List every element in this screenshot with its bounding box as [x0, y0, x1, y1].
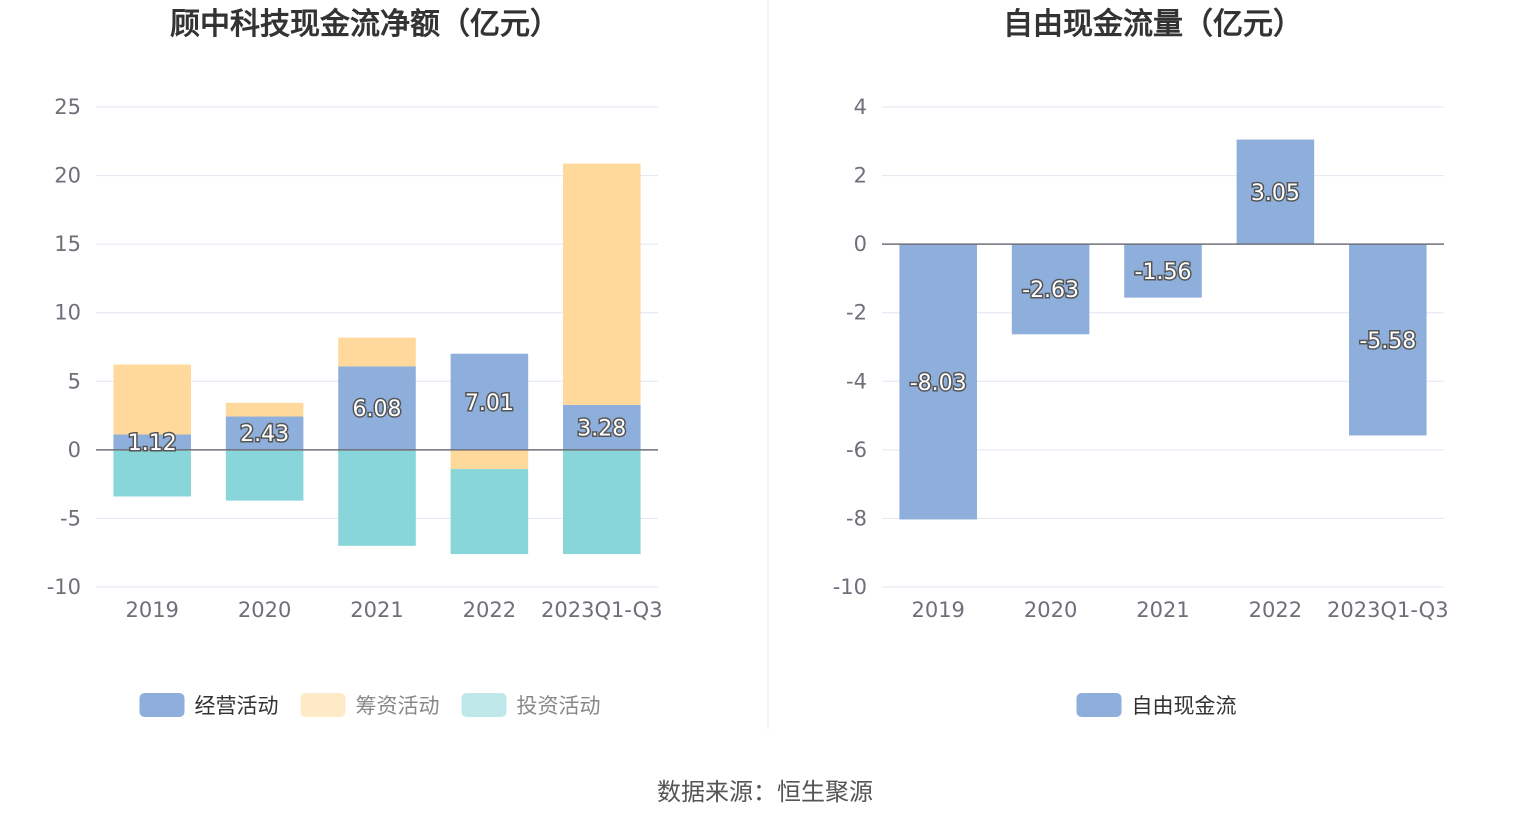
y-tick-label: 25	[54, 95, 81, 119]
bar-0-1-0	[113, 364, 191, 435]
y-tick-label: 2	[854, 164, 867, 188]
x-tick-label: 2020	[238, 598, 291, 622]
y-tick-label: 5	[68, 369, 81, 393]
bar-0-0-1	[225, 416, 304, 450]
legend-item-0-0[interactable]: 经营活动	[139, 693, 279, 718]
y-tick-label: -4	[846, 369, 867, 393]
cash-flow-net-chart: 顾中科技现金流净额（亿元） 25 20 15 10 5 0 -5 -10 2019 2020 2021…	[47, 7, 663, 718]
data-label: 7.01	[465, 391, 514, 416]
legend-swatch	[461, 693, 507, 717]
legend-item-1-0[interactable]: 自由现金流	[1076, 693, 1237, 718]
bar-0-0-0	[113, 434, 191, 450]
x-tick-label: 2023Q1-Q3	[541, 598, 663, 622]
bar-0-2-2	[338, 449, 416, 546]
legend-swatch	[139, 693, 185, 717]
bar-0-2-3	[450, 469, 529, 555]
y-tick-label: 0	[854, 232, 867, 256]
bar-1-0-4	[1349, 244, 1427, 436]
data-label: -5.58	[1359, 329, 1416, 354]
y-tick-label: -5	[60, 506, 81, 530]
chart-title: 自由现金流量（亿元）	[1003, 7, 1303, 42]
x-tick-label: 2023Q1-Q3	[1327, 598, 1449, 622]
data-source: 数据来源：恒生聚源	[657, 778, 873, 806]
bar-1-0-0	[899, 244, 977, 520]
bar-0-1-1	[225, 402, 304, 417]
legend-label: 自由现金流	[1132, 694, 1237, 718]
legend-swatch	[1076, 693, 1122, 717]
y-tick-label: 10	[54, 301, 81, 325]
bar-0-1-2	[338, 337, 416, 367]
x-tick-label: 2021	[350, 598, 403, 622]
x-tick-label: 2019	[125, 598, 178, 622]
bar-0-0-3	[450, 353, 529, 450]
data-label: 2.43	[240, 422, 289, 447]
legend-swatch	[300, 693, 346, 717]
legend-label: 投资活动	[517, 694, 601, 718]
y-tick-label: -6	[846, 438, 867, 462]
bar-1-0-2	[1124, 244, 1202, 298]
y-tick-label: 0	[68, 438, 81, 462]
data-label: 3.05	[1251, 181, 1300, 206]
x-tick-label: 2021	[1136, 598, 1189, 622]
legend-item-0-2[interactable]: 投资活动	[461, 693, 601, 718]
legend-label: 经营活动	[195, 694, 279, 718]
bar-0-2-1	[225, 449, 304, 501]
legend-item-0-1[interactable]: 筹资活动	[300, 693, 440, 718]
x-tick-label: 2020	[1024, 598, 1077, 622]
bar-0-2-4	[563, 449, 641, 555]
y-tick-label: -10	[47, 575, 81, 599]
x-tick-label: 2022	[1249, 598, 1302, 622]
data-label: -1.56	[1135, 260, 1192, 285]
data-label: -2.63	[1022, 278, 1079, 303]
data-label: 1.12	[128, 431, 177, 456]
y-tick-label: -2	[846, 301, 867, 325]
x-tick-label: 2022	[463, 598, 516, 622]
bar-1-0-1	[1011, 244, 1090, 335]
bar-0-0-2	[338, 366, 416, 450]
y-tick-label: 15	[54, 232, 81, 256]
legend-label: 筹资活动	[356, 694, 440, 718]
y-tick-label: 4	[854, 95, 867, 119]
y-tick-label: -8	[846, 506, 867, 530]
data-label: 6.08	[353, 397, 402, 422]
data-label: -8.03	[910, 371, 967, 396]
y-tick-label: -10	[833, 575, 867, 599]
bar-0-0-4	[563, 404, 641, 450]
bar-0-1-3	[450, 449, 529, 470]
bar-0-1-4	[563, 163, 641, 405]
free-cash-flow-chart: 自由现金流量（亿元） 4 2 0 -2 -4 -6 -8 -10 2019 2020 2021 2022…	[833, 7, 1449, 718]
y-tick-label: 20	[54, 164, 81, 188]
chart-title: 顾中科技现金流净额（亿元）	[170, 7, 560, 42]
x-tick-label: 2019	[911, 598, 964, 622]
bar-0-2-0	[113, 449, 191, 497]
bar-1-0-3	[1236, 139, 1315, 245]
data-label: 3.28	[577, 416, 626, 441]
